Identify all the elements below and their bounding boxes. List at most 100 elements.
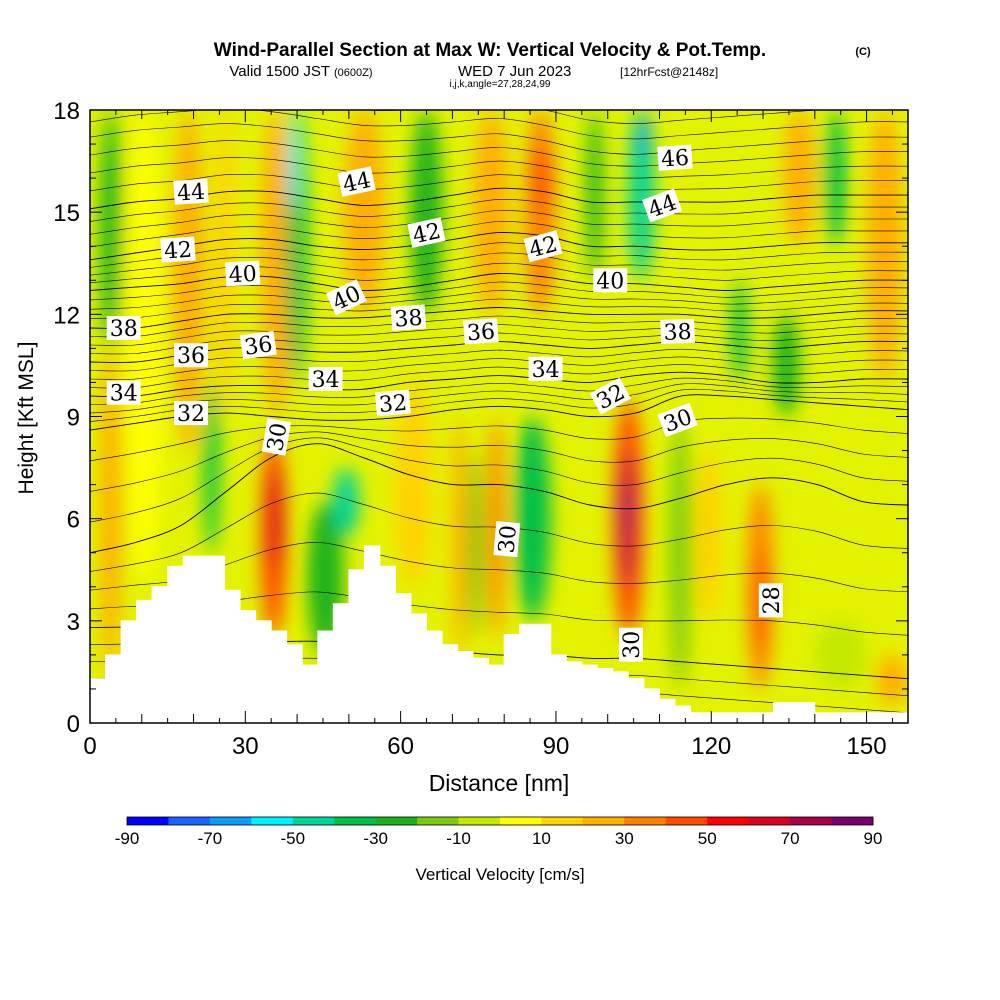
contour-label: 46 [657, 144, 693, 173]
utc-time-text: (0600Z) [334, 67, 373, 79]
velocity-cell [876, 654, 908, 706]
velocity-cell [100, 110, 122, 349]
colorbar-swatch [707, 817, 750, 825]
contour-label-text: 44 [341, 168, 374, 198]
contour-label: 44 [173, 178, 209, 207]
colorbar-swatch [375, 817, 418, 825]
contour-label-box [642, 188, 683, 223]
colorbar-tick-label: -90 [115, 829, 140, 848]
theta-isentrope [90, 332, 908, 355]
contour-label-text: 30 [620, 631, 645, 659]
theta-isentrope [90, 431, 908, 492]
velocity-cell [100, 348, 122, 679]
velocity-cell [731, 280, 748, 383]
y-tick-label: 6 [67, 507, 80, 534]
theta-isentrope [90, 232, 908, 261]
x-tick-label: 90 [543, 733, 570, 760]
contour-label-box [593, 268, 628, 293]
chart-title: Wind-Parallel Section at Max W: Vertical… [214, 40, 766, 61]
colorbar-tick-label: 70 [781, 829, 800, 848]
contour-label-text: 38 [394, 306, 424, 333]
contour-label-text: 32 [177, 402, 205, 427]
contour-label-text: 36 [177, 344, 205, 369]
x-tick-label: 120 [691, 733, 731, 760]
theta-isentrope [90, 348, 908, 372]
theta-isentrope [90, 443, 908, 554]
theta-isentrope [90, 383, 908, 414]
contour-label-text: 36 [243, 332, 274, 361]
contour-label-box [325, 279, 367, 316]
colorbar-tick-label: 30 [615, 829, 634, 848]
contour-label: 30 [619, 627, 645, 662]
contour-label-text: 38 [110, 317, 138, 342]
contour-label-box [106, 380, 141, 405]
contour-label: 38 [106, 316, 141, 342]
theta-isentrope [90, 198, 908, 222]
contour-label: 34 [528, 356, 563, 383]
contour-label-box [758, 583, 783, 618]
colorbar-swatch [748, 817, 791, 825]
contour-label-box [308, 367, 343, 391]
contour-label: 30 [493, 521, 522, 558]
colorbar-swatch [500, 817, 542, 825]
contour-label-box [657, 144, 693, 171]
valid-date-text: WED 7 Jun 2023 [458, 63, 571, 80]
theta-isentrope [90, 242, 908, 268]
colorbar-swatch [458, 817, 501, 825]
velocity-cell [669, 416, 691, 689]
contour-label-box [589, 377, 631, 415]
theta-isentrope [90, 210, 908, 235]
contour-label-box [463, 318, 499, 345]
colorbar-tick-label: 50 [698, 829, 717, 848]
contour-label-box [261, 418, 292, 456]
theta-isentrope [90, 377, 908, 405]
contour-label: 32 [174, 401, 208, 427]
grid-index-text: i,j,k,angle=27,28,24,99 [450, 79, 551, 90]
colorbar-swatch [251, 817, 294, 825]
theta-isentrope [90, 173, 908, 192]
contour-label: 38 [390, 304, 427, 333]
contour-label-text: 40 [228, 262, 257, 288]
theta-isentrope [90, 324, 908, 346]
colorbar-tick-label: -50 [281, 829, 306, 848]
contour-label-box [225, 260, 261, 287]
theta-isentrope [90, 298, 908, 319]
theta-isentrope [90, 110, 908, 140]
colorbar-tick-label: -10 [446, 829, 471, 848]
theta-isentrope [90, 364, 908, 389]
velocity-cell [814, 620, 867, 689]
velocity-cell [783, 110, 815, 247]
contour-label-box [660, 318, 696, 344]
y-tick-label: 0 [67, 711, 80, 738]
theta-isentrope [90, 187, 908, 210]
theta-isentrope [90, 252, 908, 276]
y-tick-label: 9 [67, 405, 80, 432]
colorbar-frame [126, 816, 874, 826]
colorbar-swatch [127, 817, 169, 825]
contour-label-box [493, 521, 521, 558]
theta-isentrope [90, 307, 908, 329]
contour-label: 34 [308, 367, 343, 393]
theta-isentrope [90, 221, 908, 248]
contour-label-text: 30 [263, 421, 292, 453]
colorbar-tick-label: -70 [198, 829, 223, 848]
velocity-cell [343, 110, 386, 315]
colorbar-swatch [334, 817, 377, 825]
contour-label-box [174, 343, 208, 368]
contour-label: 28 [758, 583, 785, 618]
terrain-mask [90, 545, 908, 723]
contour-label-text: 34 [312, 368, 340, 393]
contour-label-text: 32 [378, 391, 408, 418]
velocity-cell [452, 416, 468, 655]
contour-label-box [619, 627, 643, 662]
contour-label-box [374, 389, 411, 417]
contour-label: 34 [106, 380, 141, 407]
colorbar-swatch [582, 817, 625, 825]
theta-isentrope [90, 290, 908, 310]
contour-label: 36 [174, 343, 208, 369]
contour-label-box [160, 236, 196, 263]
y-tick-label: 12 [53, 302, 80, 329]
theta-isentrope [90, 388, 908, 422]
